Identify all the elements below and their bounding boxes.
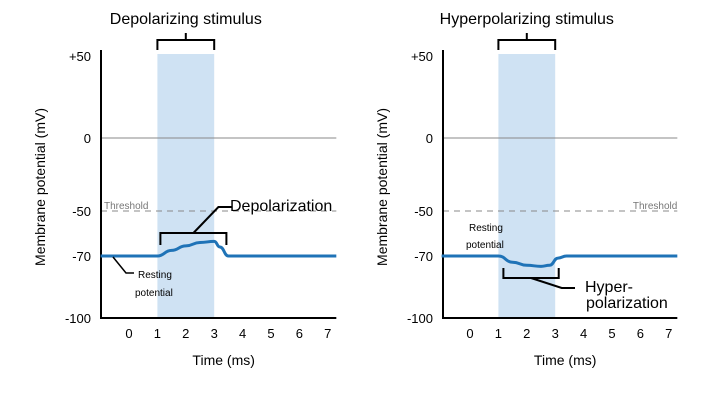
y-axis-label: Membrane potential (mV) (32, 108, 48, 266)
x-tick-label: 1 (495, 326, 502, 341)
resting-label-line1: Resting (469, 223, 503, 234)
x-tick-label: 5 (608, 326, 615, 341)
stimulus-region (498, 54, 556, 318)
x-tick-label: 7 (665, 326, 672, 341)
y-tick-label: -100 (407, 311, 433, 326)
y-tick-label: +50 (411, 49, 433, 64)
hyperpolarization-label-line2: polarization (586, 295, 668, 312)
resting-potential-leader (112, 256, 134, 274)
hyperpolarization-bracket (502, 268, 575, 289)
x-tick-label: 3 (552, 326, 559, 341)
y-tick-label: +50 (69, 49, 91, 64)
stimulus-bracket (497, 33, 557, 50)
x-tick-label: 7 (324, 326, 331, 341)
y-tick-label: 0 (426, 131, 433, 146)
threshold-label: Threshold (104, 201, 148, 212)
depolarization-label: Depolarization (230, 198, 332, 215)
membrane-potential-curve (441, 254, 678, 268)
x-tick-label: 0 (125, 326, 132, 341)
x-tick-label: 1 (154, 326, 161, 341)
depolarizing-panel: Depolarizing stimulus Threshold +50 0 -50 -70… (32, 11, 337, 368)
x-tick-label: 2 (182, 326, 189, 341)
x-tick-label: 4 (239, 326, 246, 341)
resting-label-line2: potential (466, 240, 504, 251)
hyperpolarizing-panel: Hyperpolarizing stimulus Threshold +50 0 -50… (374, 11, 678, 368)
x-tick-label: 4 (580, 326, 587, 341)
x-tick-label: 6 (637, 326, 644, 341)
membrane-potential-curve (100, 239, 337, 258)
resting-label-line2: potential (135, 288, 173, 299)
y-tick-label: -50 (414, 204, 433, 219)
stimulus-bracket (156, 33, 216, 50)
x-tick-label: 6 (296, 326, 303, 341)
y-tick-label: -70 (414, 249, 433, 264)
stimulus-region (157, 54, 215, 318)
y-axis-label: Membrane potential (mV) (374, 108, 390, 266)
x-axis-label: Time (ms) (534, 352, 596, 368)
axes (442, 50, 678, 319)
resting-label-line1: Resting (138, 270, 172, 281)
x-axis-label: Time (ms) (192, 352, 254, 368)
y-tick-label: -70 (72, 249, 91, 264)
y-tick-label: -100 (65, 311, 91, 326)
hyperpolarization-label-line1: Hyper- (585, 279, 633, 296)
x-tick-label: 2 (523, 326, 530, 341)
x-tick-label: 3 (211, 326, 218, 341)
axes (100, 50, 337, 319)
y-tick-label: 0 (84, 131, 91, 146)
y-tick-label: -50 (72, 204, 91, 219)
x-tick-label: 0 (466, 326, 473, 341)
depolarization-bracket (159, 206, 232, 245)
panel-title: Depolarizing stimulus (110, 11, 262, 28)
panel-title: Hyperpolarizing stimulus (440, 11, 614, 28)
threshold-label: Threshold (633, 201, 677, 212)
x-tick-label: 5 (267, 326, 274, 341)
